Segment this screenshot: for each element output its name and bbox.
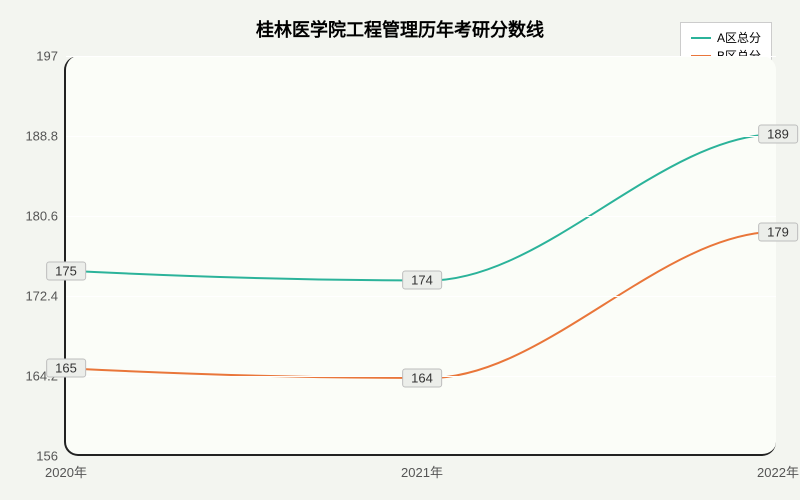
legend-label-a: A区总分 — [717, 29, 761, 47]
grid-line — [66, 136, 776, 137]
chart-title: 桂林医学院工程管理历年考研分数线 — [256, 16, 544, 42]
data-point-label: 175 — [46, 261, 86, 280]
y-tick-label: 188.8 — [25, 129, 66, 144]
grid-line — [66, 216, 776, 217]
grid-line — [66, 296, 776, 297]
x-tick-label: 2022年 — [757, 454, 799, 481]
y-tick-label: 180.6 — [25, 209, 66, 224]
data-point-label: 164 — [402, 368, 442, 387]
legend-swatch-a — [691, 37, 711, 39]
y-tick-label: 197 — [36, 49, 66, 64]
chart-container: 桂林医学院工程管理历年考研分数线 A区总分 B区总分 156164.2172.4… — [0, 0, 800, 500]
data-point-label: 174 — [402, 271, 442, 290]
x-tick-label: 2021年 — [401, 454, 443, 481]
data-point-label: 189 — [758, 125, 798, 144]
data-point-label: 165 — [46, 359, 86, 378]
y-tick-label: 172.4 — [25, 289, 66, 304]
grid-line — [66, 56, 776, 57]
series-line — [66, 134, 778, 281]
series-line — [66, 232, 778, 379]
plot-area: 156164.2172.4180.6188.81972020年2021年2022… — [64, 56, 776, 456]
data-point-label: 179 — [758, 222, 798, 241]
legend-item-a: A区总分 — [691, 29, 761, 47]
x-tick-label: 2020年 — [45, 454, 87, 481]
line-layer — [66, 56, 776, 454]
